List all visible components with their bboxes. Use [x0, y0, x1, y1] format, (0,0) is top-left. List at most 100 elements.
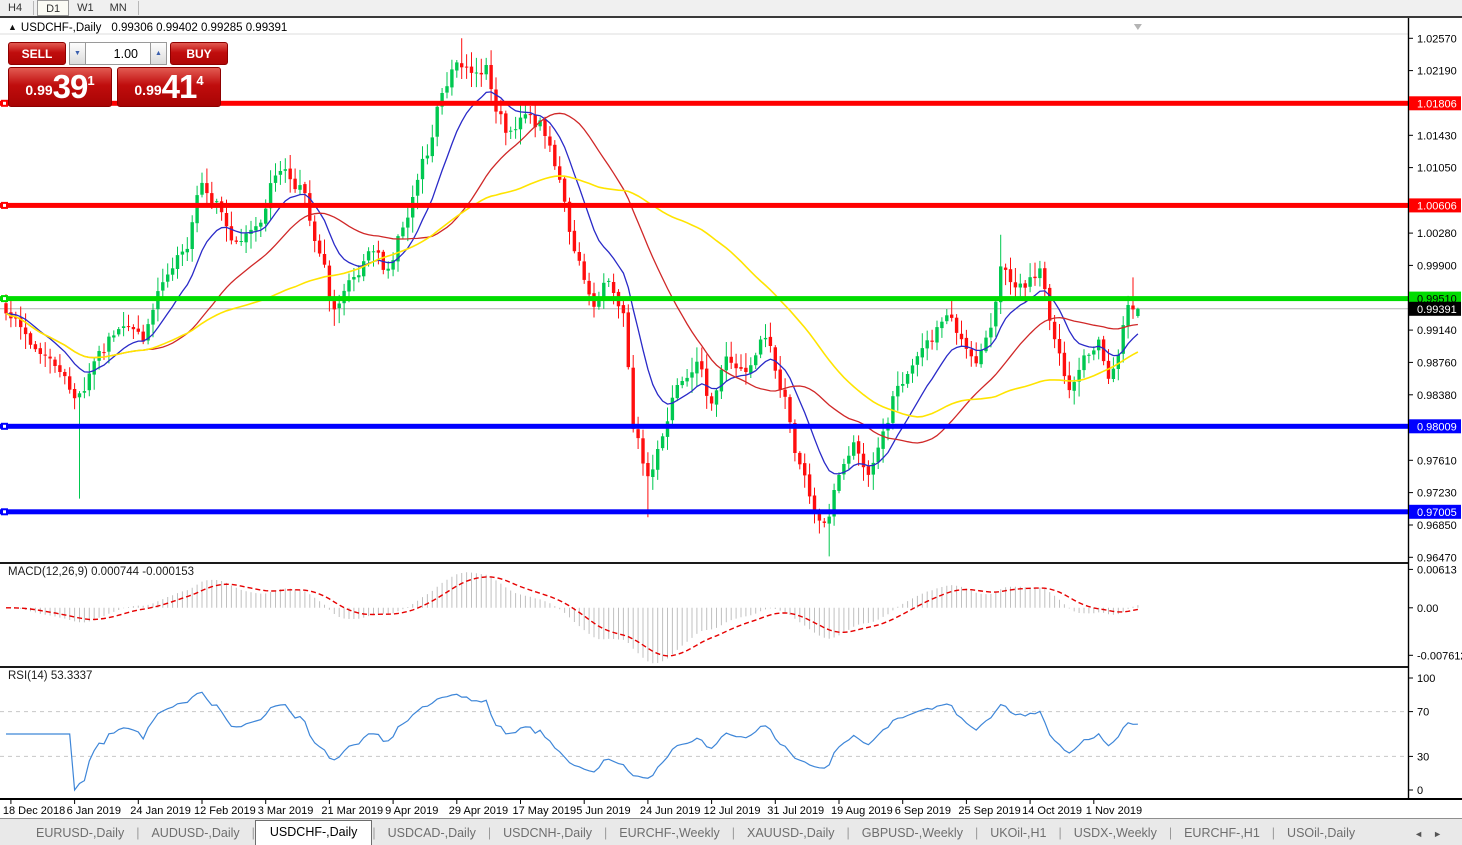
tab-separator: | [604, 826, 608, 840]
tab-separator: | [846, 826, 850, 840]
tab-scroll-right-icon: ► [1433, 829, 1452, 839]
tab-scroll-left-icon: ◄ [1414, 829, 1434, 839]
symbol-tab-eurchf[interactable]: EURCHF-,Weekly [619, 826, 720, 840]
svg-text:9 Apr 2019: 9 Apr 2019 [385, 805, 438, 817]
tab-separator: | [372, 826, 376, 840]
svg-text:0.97230: 0.97230 [1417, 488, 1457, 500]
volume-input[interactable] [86, 42, 150, 65]
price-axis-badge [1409, 96, 1461, 111]
svg-text:-0.007612: -0.007612 [1417, 650, 1462, 662]
svg-text:1.00280: 1.00280 [1417, 228, 1457, 240]
macd-signal-line [6, 576, 1139, 657]
ma-fast-line [5, 91, 1139, 475]
macd-indicator-label: MACD(12,26,9) 0.000744 -0.000153 [8, 566, 195, 578]
timeframe-button-w1[interactable]: W1 [77, 2, 94, 14]
symbol-tab-usdchf[interactable]: USDCHF-,Daily [254, 820, 373, 845]
ma-mid-line [5, 112, 1138, 444]
tab-separator: | [1168, 826, 1173, 840]
volume-increase-button[interactable]: ▲ [150, 42, 167, 65]
rsi-panel-canvas[interactable]: 100 70 30 0 [0, 666, 1462, 798]
timeframe-button-d1[interactable]: D1 [37, 0, 70, 16]
price-chart-canvas[interactable]: 1.02570 1.02190 1.01430 1.01050 1.00280 0.999… [0, 18, 1462, 562]
horizontal-level-line[interactable] [0, 202, 1408, 208]
sell-price-display[interactable]: 0.99 39 1 [8, 67, 112, 107]
symbol-tab-eurusd[interactable]: EURUSD-,Daily [36, 826, 125, 840]
tab-separator: | [731, 826, 735, 840]
volume-decrease-button[interactable]: ▼ [69, 42, 86, 65]
svg-text:0.98760: 0.98760 [1417, 357, 1457, 369]
symbol-tab-usdcad[interactable]: USDCAD-,Daily [387, 826, 476, 840]
ohlc-values: 0.99306 0.99402 0.99285 0.99391 [111, 22, 288, 34]
svg-text:17 May 2019: 17 May 2019 [513, 805, 577, 817]
svg-text:0.00613: 0.00613 [1417, 564, 1457, 576]
price-axis-ticks[interactable]: 1.02570 1.02190 1.01430 1.01050 1.00280 0.999… [1409, 33, 1457, 562]
horizontal-level-line[interactable] [0, 296, 1408, 302]
buy-price-prefix: 0.99 [134, 82, 162, 98]
symbol-tab-xauusd[interactable]: XAUUSD-,Daily [747, 826, 835, 840]
date-axis[interactable] [0, 798, 1462, 818]
buy-button[interactable]: BUY [170, 42, 228, 65]
price-axis-badge [1409, 198, 1461, 213]
symbol-tab-ukoil[interactable]: UKOil-,H1 [990, 826, 1047, 840]
svg-text:0.98009: 0.98009 [1417, 421, 1457, 433]
sell-button[interactable]: SELL [8, 42, 66, 65]
toolbar-divider [33, 1, 35, 15]
svg-text:1.02190: 1.02190 [1417, 66, 1457, 78]
tab-separator: | [487, 826, 492, 840]
buy-price-sup: 4 [196, 73, 204, 88]
symbol-tab-usoil[interactable]: USOil-,Daily [1287, 826, 1356, 840]
svg-text:1.01430: 1.01430 [1417, 130, 1457, 142]
sell-price-big: 39 [52, 68, 89, 105]
svg-text:24 Jun 2019: 24 Jun 2019 [640, 805, 701, 817]
sell-price-prefix: 0.99 [25, 82, 53, 98]
tab-scroll-arrows[interactable]: ◄► [1414, 829, 1452, 839]
tab-separator: | [136, 826, 140, 840]
price-axis-badge [1409, 419, 1461, 434]
chart-shift-marker-icon[interactable] [1133, 24, 1142, 30]
svg-text:31 Jul 2019: 31 Jul 2019 [767, 805, 824, 817]
buy-price-display[interactable]: 0.99 41 4 [117, 67, 221, 107]
tab-separator: | [1058, 826, 1062, 840]
chart-symbol-period: USDCHF-,Daily [20, 22, 102, 34]
toolbar-divider [137, 1, 139, 15]
date-axis-tick-labels: 18 Dec 2018 6 Jan 2019 24 Jan 2019 12 Feb 2… [3, 800, 1142, 817]
svg-text:1.02570: 1.02570 [1417, 33, 1457, 45]
symbol-tab-audusd[interactable]: AUDUSD-,Daily [151, 826, 240, 840]
svg-text:1.01050: 1.01050 [1417, 163, 1457, 175]
date-axis-labels: 18 Dec 2018 6 Jan 2019 24 Jan 2019 12 Feb 2… [3, 800, 1142, 817]
svg-text:1.01806: 1.01806 [1417, 98, 1457, 110]
timeframe-button-mn[interactable]: MN [109, 2, 127, 14]
svg-text:29 Apr 2019: 29 Apr 2019 [449, 805, 508, 817]
horizontal-level-line[interactable] [0, 423, 1408, 429]
macd-histogram [10, 572, 1139, 664]
rsi-line [6, 691, 1138, 792]
svg-text:0.99900: 0.99900 [1417, 260, 1457, 272]
symbol-tab-eurchf[interactable]: EURCHF-,H1 [1184, 826, 1260, 840]
svg-text:25 Sep 2019: 25 Sep 2019 [958, 805, 1020, 817]
timeframe-toolbar: H4 D1 W1 MN [0, 0, 1462, 18]
svg-text:18 Dec 2018: 18 Dec 2018 [3, 805, 65, 817]
svg-text:1.00606: 1.00606 [1417, 200, 1457, 212]
horizontal-level-line[interactable] [0, 100, 1408, 106]
horizontal-level-line[interactable] [0, 509, 1408, 515]
svg-text:0.97005: 0.97005 [1417, 507, 1457, 519]
macd-panel-canvas[interactable]: 0.00613 0.00 -0.007612 [0, 562, 1462, 666]
svg-text:30: 30 [1417, 751, 1429, 763]
chart-title-ohlc: ▲ USDCHF-,Daily 0.99306 0.99402 0.99285 0.… [8, 22, 287, 34]
symbol-marker-icon: ▲ [8, 22, 17, 32]
rsi-indicator-label: RSI(14) 53.3337 [8, 670, 93, 682]
svg-text:19 Aug 2019: 19 Aug 2019 [831, 805, 893, 817]
symbol-tab-gbpusd[interactable]: GBPUSD-,Weekly [861, 826, 963, 840]
svg-text:70: 70 [1417, 707, 1429, 719]
svg-text:0.96470: 0.96470 [1417, 552, 1457, 562]
price-axis-badge [1409, 504, 1461, 519]
symbol-tab-usdx[interactable]: USDX-,Weekly [1073, 826, 1157, 840]
svg-text:6 Jan 2019: 6 Jan 2019 [67, 805, 121, 817]
symbol-tab-usdcnh[interactable]: USDCNH-,Daily [503, 826, 593, 840]
sell-price-sup: 1 [87, 73, 95, 88]
svg-text:12 Feb 2019: 12 Feb 2019 [194, 805, 256, 817]
svg-text:24 Jan 2019: 24 Jan 2019 [130, 805, 191, 817]
timeframe-button-h4[interactable]: H4 [8, 2, 23, 14]
svg-text:3 Mar 2019: 3 Mar 2019 [258, 805, 314, 817]
